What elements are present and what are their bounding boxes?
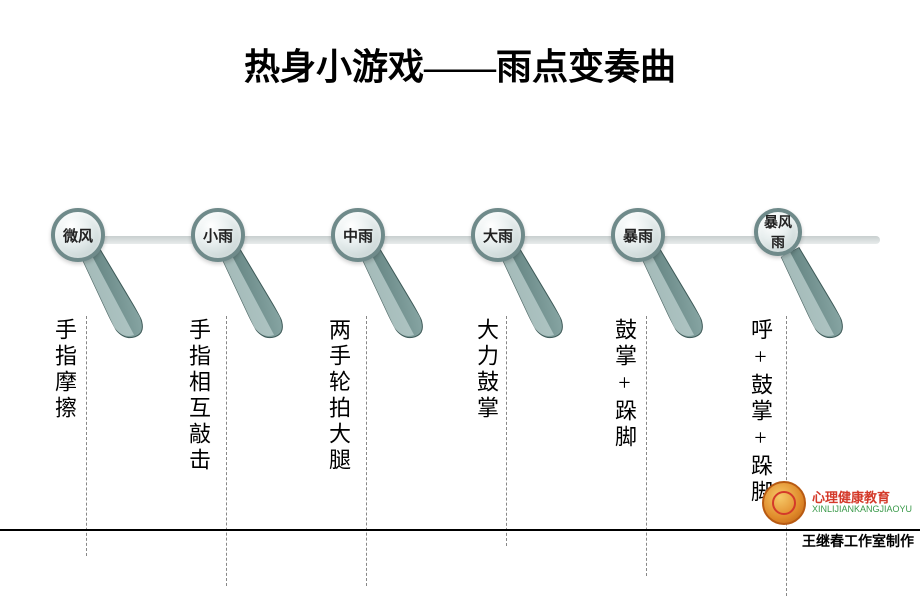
- node-vline: [506, 316, 507, 546]
- node-circle: 暴雨: [611, 208, 665, 262]
- timeline-node: 暴风雨呼+鼓掌+跺脚: [718, 208, 838, 256]
- node-vline: [366, 316, 367, 586]
- node-description: 鼓掌+跺脚: [608, 318, 640, 451]
- timeline-node: 微风手指摩擦: [18, 208, 138, 262]
- node-circle: 小雨: [191, 208, 245, 262]
- node-vline: [646, 316, 647, 576]
- timeline-node: 小雨手指相互敲击: [158, 208, 278, 262]
- node-wing-icon: [638, 245, 710, 346]
- node-vline: [86, 316, 87, 556]
- node-wing-icon: [78, 245, 150, 346]
- node-wing-icon: [778, 245, 850, 346]
- node-description: 手指相互敲击: [182, 318, 214, 474]
- node-wing-icon: [498, 245, 570, 346]
- footer-line: [0, 529, 920, 531]
- footer-credit: 王继春工作室制作: [802, 531, 914, 551]
- node-circle: 微风: [51, 208, 105, 262]
- node-wing-icon: [358, 245, 430, 346]
- timeline-node: 暴雨鼓掌+跺脚: [578, 208, 698, 262]
- logo-area: 心理健康教育 XINLIJIANKANGJIAOYU: [762, 481, 912, 525]
- timeline-node: 中雨两手轮拍大腿: [298, 208, 418, 262]
- node-description: 大力鼓掌: [470, 318, 502, 422]
- node-description: 两手轮拍大腿: [322, 318, 354, 474]
- node-circle: 暴风雨: [754, 208, 802, 256]
- logo-sub-text: XINLIJIANKANGJIAOYU: [812, 505, 912, 515]
- node-vline: [226, 316, 227, 586]
- node-circle: 中雨: [331, 208, 385, 262]
- page-title: 热身小游戏——雨点变奏曲: [0, 38, 920, 90]
- node-vline: [786, 316, 787, 596]
- node-circle: 大雨: [471, 208, 525, 262]
- node-description: 手指摩擦: [48, 318, 80, 422]
- logo-icon: [762, 481, 806, 525]
- node-wing-icon: [218, 245, 290, 346]
- logo-main-text: 心理健康教育: [812, 491, 912, 505]
- node-description: 呼+鼓掌+跺脚: [744, 318, 776, 506]
- timeline-node: 大雨大力鼓掌: [438, 208, 558, 262]
